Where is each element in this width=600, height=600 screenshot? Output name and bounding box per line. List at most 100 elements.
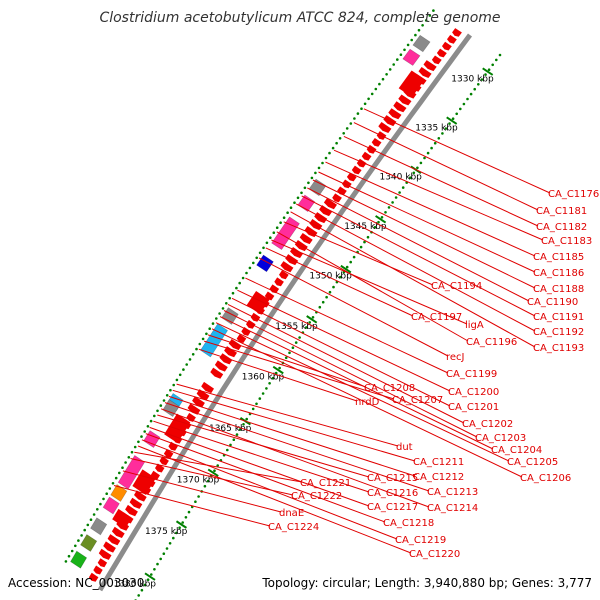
outer-dot — [378, 82, 381, 86]
cds-arrow — [155, 463, 165, 473]
inner-dot — [294, 341, 298, 344]
outer-dot — [245, 271, 248, 275]
leader-line — [145, 433, 386, 523]
outer-dot — [92, 513, 96, 516]
cds-arrow — [264, 291, 275, 301]
gene-label-ca_c1220: CA_C1220 — [409, 549, 460, 560]
outer-dot — [96, 508, 99, 511]
cds-arrow — [88, 572, 99, 582]
gene-label-ca_c1205: CA_C1205 — [507, 457, 558, 468]
cds-arrow — [452, 28, 462, 37]
scale-tick-label: 1330 kbp — [451, 74, 494, 84]
inner-dot — [184, 516, 188, 519]
outer-dot — [80, 534, 83, 537]
inner-dot — [444, 127, 448, 130]
outer-dot — [328, 151, 331, 155]
inner-dot — [437, 137, 441, 140]
inner-dot — [363, 240, 366, 244]
cds-arrow — [201, 381, 214, 394]
outer-dot — [307, 181, 310, 185]
inner-dot — [197, 495, 200, 498]
cds-arrow — [129, 497, 143, 509]
gene-label-ca_c1222: CA_C1222 — [291, 491, 342, 502]
outer-dot — [215, 317, 218, 320]
outer-dot — [342, 132, 346, 135]
outer-dot — [118, 471, 121, 475]
outer-dot — [162, 399, 166, 402]
leader-line — [223, 310, 478, 438]
inner-dot — [172, 536, 175, 540]
inner-dot — [213, 469, 216, 473]
inner-dot — [495, 58, 498, 62]
feature-block-gray — [412, 34, 431, 53]
inner-dot — [258, 397, 262, 400]
cds-large-block — [132, 469, 156, 495]
inner-dot — [137, 594, 140, 597]
inner-dot — [153, 568, 156, 571]
leader-line — [164, 402, 430, 492]
cds-arrow — [447, 34, 457, 44]
leader-line — [307, 187, 530, 302]
inner-dot — [251, 407, 255, 411]
outer-dot — [198, 342, 202, 346]
outer-dot — [130, 450, 134, 454]
outer-dot — [121, 466, 124, 470]
gene-label-dnae: dnaE — [279, 508, 304, 519]
inner-dot — [328, 290, 332, 294]
inner-dot — [291, 346, 295, 350]
outer-dot — [286, 211, 289, 214]
outer-dot — [182, 368, 185, 371]
outer-dot — [374, 87, 378, 91]
feature-block-pink — [117, 454, 146, 490]
inner-dot — [298, 336, 301, 339]
inner-dot — [278, 366, 281, 370]
outer-dot — [235, 286, 238, 290]
outer-dot — [137, 440, 140, 444]
leader-line — [271, 239, 468, 325]
outer-dot — [258, 251, 262, 255]
outer-dot — [356, 112, 360, 115]
outer-dot — [67, 554, 71, 558]
leader-line — [130, 458, 294, 496]
scale-tick-label: 1360 kbp — [242, 373, 285, 383]
outer-dot — [421, 24, 424, 27]
inner-dot — [178, 526, 181, 529]
inner-dot — [232, 438, 236, 442]
inner-dot — [394, 196, 398, 199]
inner-dot — [426, 151, 430, 155]
gene-label-ca_c1221: CA_C1221 — [300, 478, 351, 489]
inner-dot — [487, 68, 491, 71]
inner-dot — [242, 423, 245, 426]
inner-dot — [143, 583, 147, 587]
outer-dot — [83, 528, 86, 532]
accession-text: Accession: NC_003030 — [8, 576, 144, 590]
cds-arrow — [332, 193, 342, 203]
inner-dot — [162, 552, 166, 555]
outer-dot — [228, 296, 231, 300]
inner-dot — [321, 300, 325, 304]
gene-label-ca_c1212: CA_C1212 — [413, 472, 464, 483]
leader-line — [325, 161, 536, 257]
feature-block-olive — [80, 534, 98, 552]
outer-dot — [165, 394, 169, 397]
leader-line — [153, 420, 370, 493]
inner-dot — [156, 562, 159, 566]
leader-line — [176, 383, 399, 447]
cds-arrow — [299, 233, 313, 245]
inner-dot — [168, 542, 172, 545]
cds-arrow — [159, 456, 169, 466]
scale-tick — [340, 264, 352, 274]
inner-dot — [380, 216, 384, 219]
inner-dot — [448, 122, 451, 125]
inner-dot — [491, 63, 495, 67]
outer-dot — [428, 14, 432, 17]
scale-tick-label: 1350 kbp — [309, 272, 352, 282]
inner-dot — [455, 112, 459, 116]
outer-dot — [370, 92, 374, 96]
cds-arrow — [219, 353, 233, 365]
inner-dot — [288, 351, 291, 355]
gene-label-ca_c1183: CA_C1183 — [541, 236, 592, 247]
gene-label-ca_c1194: CA_C1194 — [431, 281, 482, 292]
outer-dot — [124, 461, 127, 464]
inner-dot — [261, 392, 265, 395]
